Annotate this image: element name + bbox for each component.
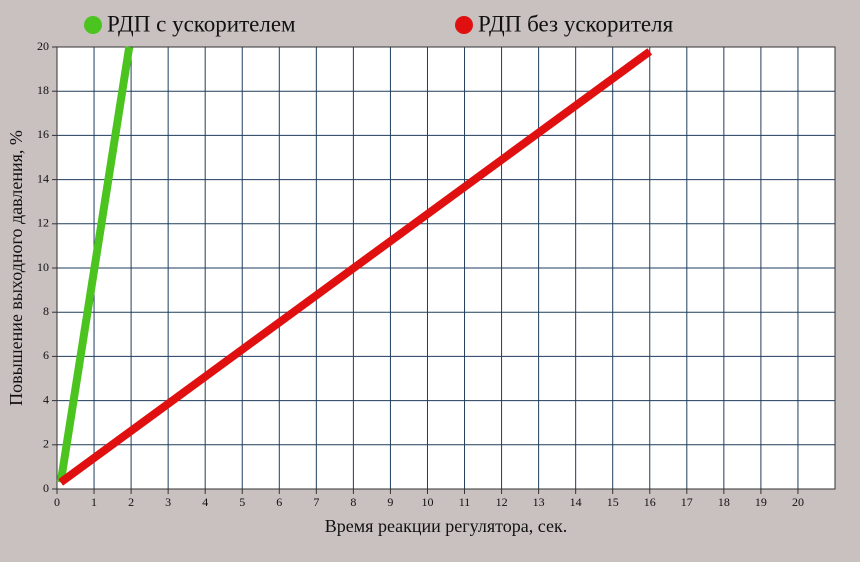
x-axis-label: Время реакции регулятора, сек. [325,516,567,536]
x-tick-label: 17 [681,495,693,509]
x-tick-label: 13 [533,495,545,509]
y-tick-label: 20 [37,39,49,53]
x-tick-label: 19 [755,495,767,509]
y-tick-label: 14 [37,171,49,185]
y-tick-label: 10 [37,260,49,274]
y-tick-label: 8 [43,304,49,318]
legend-marker [455,16,473,34]
series-line [58,48,653,486]
x-tick-label: 15 [607,495,619,509]
legend-label: РДП без ускорителя [478,11,674,36]
x-tick-label: 10 [421,495,433,509]
x-tick-label: 8 [350,495,356,509]
series-line [56,46,134,483]
x-tick-label: 2 [128,495,134,509]
x-tick-label: 11 [459,495,471,509]
legend-marker [84,16,102,34]
y-tick-label: 2 [43,437,49,451]
x-tick-label: 6 [276,495,282,509]
plot-border [56,46,836,490]
legend-label: РДП с ускорителем [107,11,296,36]
x-tick-label: 14 [570,495,582,509]
y-tick-label: 6 [43,348,49,362]
x-tick-label: 20 [792,495,804,509]
y-tick-label: 16 [37,127,49,141]
y-tick-label: 18 [37,83,49,97]
y-tick-label: 4 [43,392,49,406]
y-tick-label: 0 [43,481,49,495]
x-tick-label: 9 [387,495,393,509]
x-tick-label: 3 [165,495,171,509]
x-tick-label: 0 [54,495,60,509]
x-tick-label: 1 [91,495,97,509]
x-tick-label: 7 [313,495,319,509]
y-axis-label: Повышение выходного давления, % [6,130,26,406]
x-tick-label: 4 [202,495,208,509]
x-tick-label: 12 [496,495,508,509]
x-tick-label: 16 [644,495,656,509]
x-tick-label: 18 [718,495,730,509]
y-tick-label: 12 [37,216,49,230]
x-tick-label: 5 [239,495,245,509]
